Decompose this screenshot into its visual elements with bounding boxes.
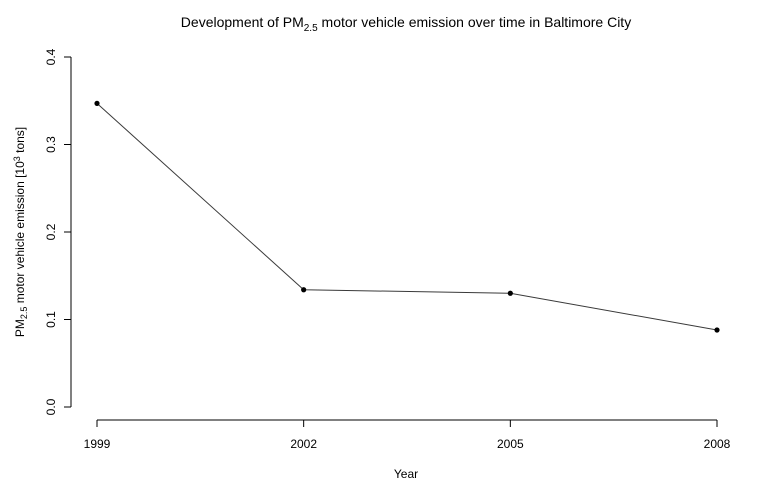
y-axis-label-subscript: 2.5 (19, 307, 29, 320)
chart-title-subscript: 2.5 (304, 23, 318, 34)
chart-title: Development of PM2.5 motor vehicle emiss… (181, 14, 631, 34)
chart-title-prefix: Development of PM (181, 14, 304, 30)
x-axis: 1999 2002 2005 2008 (84, 419, 731, 451)
data-point (507, 290, 513, 296)
y-tick-label: 0.2 (44, 223, 58, 240)
data-point (301, 287, 307, 293)
y-axis: 0.0 0.1 0.2 0.3 0.4 (44, 48, 72, 415)
data-point (94, 100, 100, 106)
y-tick-label: 0.3 (44, 136, 58, 153)
x-axis-label: Year (394, 467, 418, 480)
chart-title-suffix: motor vehicle emission over time in Balt… (318, 14, 632, 30)
x-tick-label: 1999 (84, 437, 111, 451)
y-tick-label: 0.0 (44, 398, 58, 415)
y-axis-label-superscript: 3 (12, 156, 22, 161)
y-axis-label-prefix: PM (13, 319, 27, 337)
x-tick-label: 2005 (497, 437, 524, 451)
data-point (714, 327, 720, 333)
series-line (96, 103, 718, 331)
x-tick-label: 2002 (290, 437, 317, 451)
y-tick-label: 0.4 (44, 48, 58, 65)
series-group (94, 100, 720, 333)
y-tick-label: 0.1 (44, 311, 58, 328)
y-axis-ticks: 0.0 0.1 0.2 0.3 0.4 (44, 48, 71, 415)
y-axis-label-middle: motor vehicle emission [10 (13, 161, 27, 307)
y-axis-label-suffix: tons] (13, 127, 27, 156)
x-axis-ticks: 1999 2002 2005 2008 (84, 420, 731, 451)
y-axis-label: PM2.5 motor vehicle emission [103 tons] (12, 127, 29, 337)
x-tick-label: 2008 (704, 437, 731, 451)
